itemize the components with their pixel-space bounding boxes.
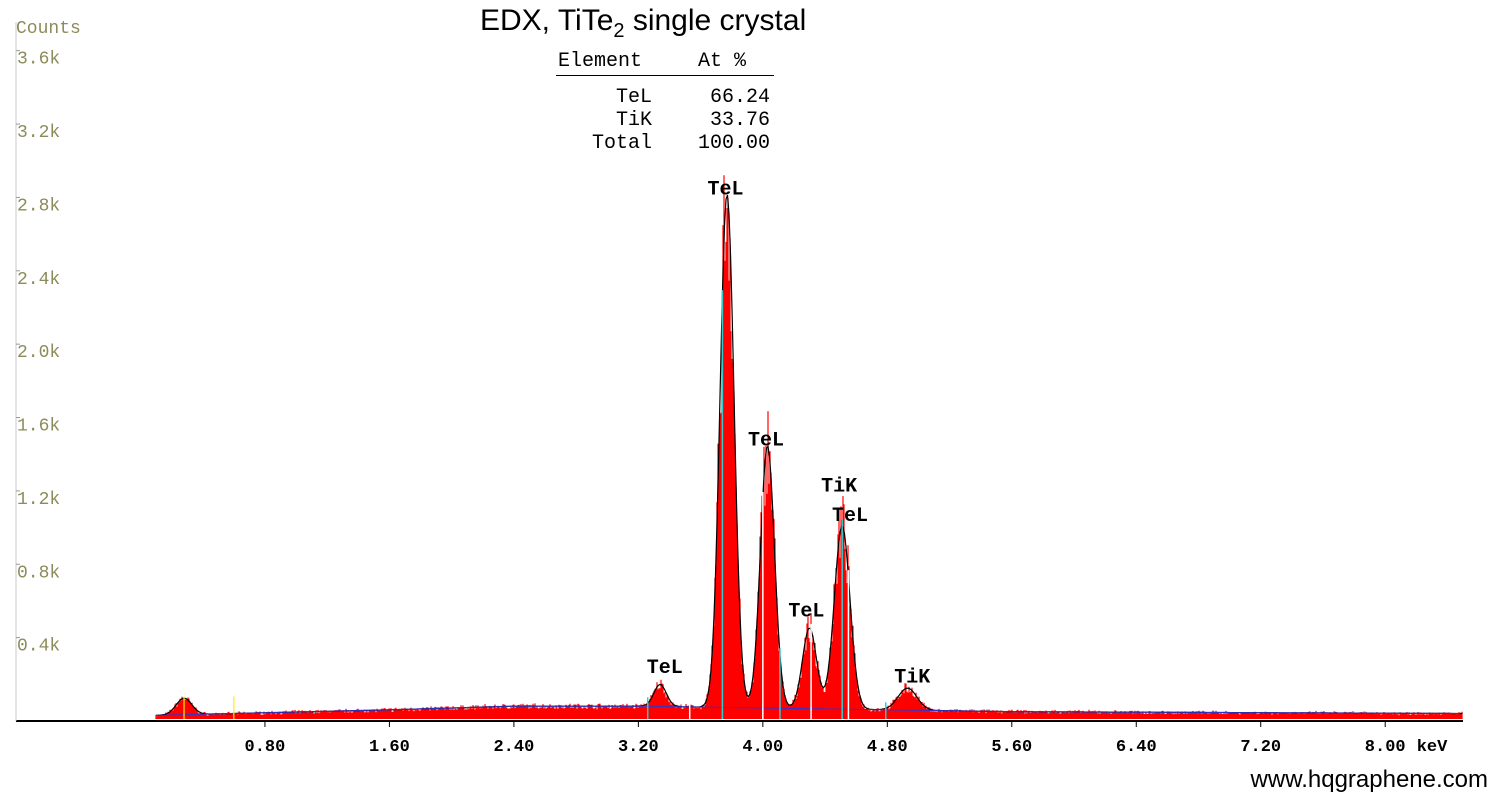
- x-tick-label: 4.00: [742, 738, 783, 757]
- spectrum-bars: [155, 175, 1463, 719]
- row-element: TeL: [615, 86, 652, 109]
- table-header: Element At %: [556, 50, 774, 76]
- peak-label: TiK: [894, 666, 930, 689]
- x-tick-label: 1.60: [369, 738, 410, 757]
- table-row: Total 100.00: [556, 132, 770, 155]
- y-axis-label: Counts: [16, 19, 81, 39]
- background-line: [155, 705, 1460, 716]
- website-label: www.hqgraphene.com: [1250, 766, 1488, 793]
- peak-label: TeL: [707, 178, 743, 201]
- peak-label: TeL: [647, 657, 683, 680]
- header-at-percent: At %: [698, 50, 747, 73]
- x-tick-label: 6.40: [1116, 738, 1157, 757]
- x-tick-label: 7.20: [1240, 738, 1281, 757]
- x-tick-label: 2.40: [493, 738, 534, 757]
- row-element: TiK: [615, 109, 652, 132]
- y-tick-label: 3.6k: [17, 50, 60, 70]
- x-tick-label: 8.00: [1365, 738, 1406, 757]
- peak-label: TiK: [821, 476, 857, 499]
- row-value: 66.24: [709, 86, 770, 109]
- row-element: Total: [591, 132, 652, 155]
- header-element: Element: [558, 50, 643, 73]
- peak-label: TeL: [748, 430, 784, 453]
- peak-label: TeL: [788, 600, 824, 623]
- row-value: 100.00: [697, 132, 770, 155]
- y-tick-label: 3.2k: [17, 123, 60, 143]
- table-row: TeL 66.24: [556, 86, 770, 109]
- y-tick-label: 2.8k: [17, 196, 60, 216]
- chart-title: EDX, TiTe2 single crystal: [480, 4, 807, 42]
- table-row: TiK 33.76: [556, 109, 770, 132]
- y-tick-label: 0.4k: [17, 637, 60, 657]
- spectrum-fit-line: [155, 194, 1463, 716]
- x-tick-label: 5.60: [991, 738, 1032, 757]
- row-value: 33.76: [709, 109, 770, 132]
- x-axis-unit: keV: [1417, 738, 1448, 757]
- composition-table: Element At % TeL 66.24 TiK 33.76 Total 100.…: [556, 50, 774, 155]
- peak-label: TeL: [832, 505, 868, 528]
- x-tick-label: 4.80: [867, 738, 908, 757]
- y-tick-label: 2.0k: [17, 343, 60, 363]
- y-tick-label: 1.2k: [17, 490, 60, 510]
- x-tick-label: 3.20: [618, 738, 659, 757]
- y-tick-label: 2.4k: [17, 270, 60, 290]
- y-tick-label: 1.6k: [17, 417, 60, 437]
- y-tick-label: 0.8k: [17, 563, 60, 583]
- x-tick-label: 0.80: [245, 738, 286, 757]
